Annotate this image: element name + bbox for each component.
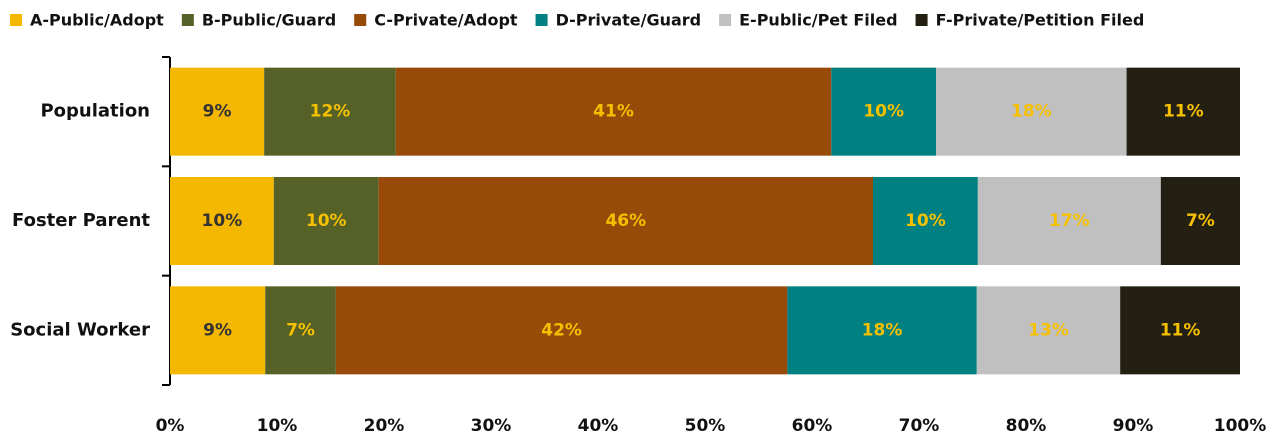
- category-label: Population: [40, 101, 150, 122]
- data-label: 9%: [203, 102, 232, 122]
- data-label: 10%: [905, 211, 946, 231]
- data-label: 42%: [541, 320, 582, 340]
- legend-label: A-Public/Adopt: [30, 11, 164, 30]
- bar-segment: [787, 286, 977, 375]
- bar-segment: [395, 67, 832, 156]
- bar-segment: [170, 67, 265, 156]
- data-label: 13%: [1028, 320, 1069, 340]
- bar-segment: [976, 286, 1121, 375]
- legend-swatch: [181, 14, 194, 26]
- bar-segment: [872, 177, 978, 265]
- data-label: 10%: [863, 102, 904, 122]
- x-tick-label: 10%: [257, 416, 298, 436]
- bar-segment: [273, 177, 379, 265]
- legend-label: E-Public/Pet Filed: [739, 11, 897, 30]
- bar-segment: [335, 286, 788, 375]
- bar-segment: [831, 67, 937, 156]
- bar-segment: [1120, 286, 1240, 375]
- x-tick-label: 20%: [364, 416, 405, 436]
- x-tick-label: 70%: [899, 416, 940, 436]
- legend-label: D-Private/Guard: [556, 11, 702, 30]
- data-label: 10%: [202, 211, 243, 231]
- data-label: 7%: [1186, 211, 1215, 231]
- category-label: Social Worker: [10, 319, 150, 340]
- x-tick-label: 80%: [1006, 416, 1047, 436]
- data-label: 17%: [1049, 211, 1090, 231]
- legend-swatch: [10, 14, 22, 26]
- data-label: 18%: [1011, 102, 1052, 122]
- data-label: 11%: [1160, 320, 1201, 340]
- legend-swatch: [915, 14, 928, 26]
- bar-segment: [170, 286, 266, 375]
- bar-segment: [170, 177, 274, 265]
- x-tick-label: 0%: [156, 416, 185, 436]
- data-label: 9%: [203, 320, 232, 340]
- x-tick-label: 100%: [1214, 416, 1267, 436]
- data-label: 18%: [862, 320, 903, 340]
- legend-swatch: [719, 14, 732, 26]
- data-label: 46%: [605, 211, 646, 231]
- legend-swatch: [535, 14, 548, 26]
- x-tick-label: 90%: [1113, 416, 1154, 436]
- data-label: 11%: [1163, 102, 1204, 122]
- legend-label: C-Private/Adopt: [374, 11, 518, 30]
- bar-segment: [1160, 177, 1240, 265]
- bar-segment: [378, 177, 873, 265]
- bar-segment: [977, 177, 1161, 265]
- x-tick-label: 30%: [471, 416, 512, 436]
- data-label: 7%: [286, 320, 315, 340]
- bar-segment: [265, 286, 336, 375]
- bar-segment: [1126, 67, 1240, 156]
- category-label: Foster Parent: [12, 210, 150, 231]
- x-tick-label: 40%: [578, 416, 619, 436]
- data-label: 41%: [593, 102, 634, 122]
- data-label: 10%: [306, 211, 347, 231]
- bar-segment: [936, 67, 1127, 156]
- legend-label: B-Public/Guard: [202, 11, 336, 30]
- legend-label: F-Private/Petition Filed: [936, 11, 1145, 30]
- bar-segment: [264, 67, 396, 156]
- data-label: 12%: [310, 102, 351, 122]
- x-tick-label: 50%: [685, 416, 726, 436]
- legend-swatch: [354, 14, 367, 26]
- x-tick-label: 60%: [792, 416, 833, 436]
